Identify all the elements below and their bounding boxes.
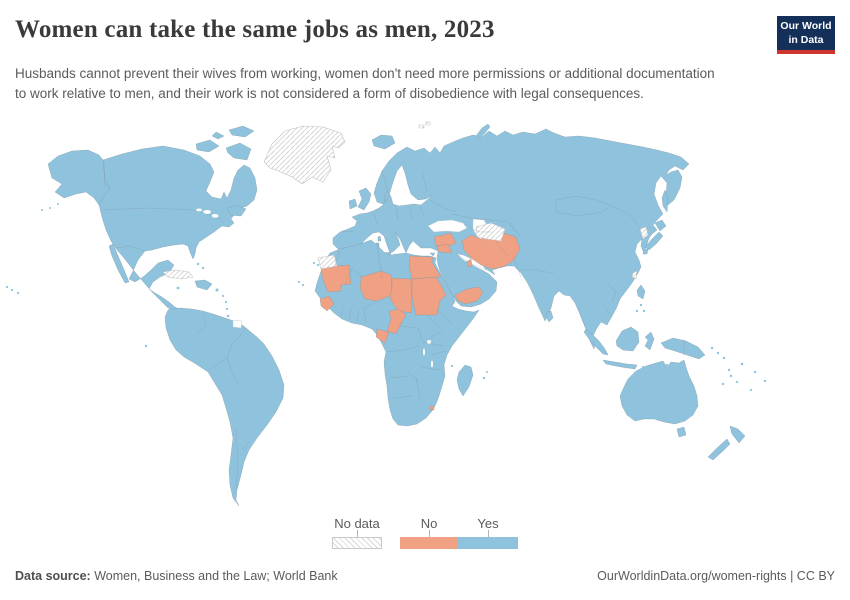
- country-western-sahara: [317, 254, 338, 270]
- country-japan: [654, 219, 667, 232]
- owid-logo-text: Our World in Data: [777, 16, 835, 51]
- country-niger: [359, 270, 393, 302]
- country-syria: [433, 232, 457, 249]
- country-new-guinea: [660, 337, 706, 360]
- footer-link[interactable]: OurWorldinData.org/women-rights | CC BY: [597, 569, 835, 583]
- country-egypt: [408, 255, 442, 280]
- data-source-text: Women, Business and the Law; World Bank: [90, 569, 338, 583]
- legend-tick: [429, 530, 430, 537]
- countries-no[interactable]: [319, 232, 521, 411]
- countries-no-data[interactable]: [162, 121, 649, 280]
- country-philippines: [636, 284, 646, 300]
- legend-swatch-yes[interactable]: [458, 537, 518, 549]
- data-source: Data source: Women, Business and the Law…: [15, 569, 338, 583]
- legend-label-yes: Yes: [477, 516, 499, 531]
- world-map[interactable]: [0, 120, 850, 512]
- region-south-america: [164, 307, 285, 507]
- region-north-america: [98, 145, 258, 318]
- countries-yes[interactable]: [5, 123, 767, 507]
- country-new-zealand: [729, 425, 746, 444]
- country-mauritania: [320, 264, 352, 293]
- country-gabon: [375, 328, 390, 344]
- country-uk: [357, 187, 372, 211]
- chart-subtitle: Husbands cannot prevent their wives from…: [15, 66, 715, 101]
- country-yemen: [454, 286, 484, 305]
- legend-label-no-data: No data: [334, 516, 380, 531]
- country-cameroon: [386, 308, 407, 335]
- region-baja: [108, 243, 130, 284]
- country-jordan: [436, 243, 453, 254]
- black-sea: [427, 219, 468, 233]
- country-indonesia: [583, 328, 609, 356]
- legend-label-no: No: [420, 516, 438, 531]
- country-eswatini: [429, 405, 435, 411]
- legend-tick: [488, 530, 489, 537]
- country-madagascar: [456, 364, 474, 397]
- page-title: Women can take the same jobs as men, 202…: [15, 16, 495, 43]
- owid-logo-redbar: [777, 50, 835, 55]
- legend-swatch-no-data[interactable]: [332, 537, 382, 549]
- country-cuba: [162, 269, 194, 280]
- legend-swatch-no[interactable]: [400, 537, 458, 549]
- country-north-korea: [639, 226, 649, 240]
- country-borders: [102, 161, 685, 491]
- country-taiwan: [631, 270, 638, 280]
- data-source-label: Data source:: [15, 569, 91, 583]
- country-australia: [619, 359, 699, 425]
- legend-tick: [357, 530, 358, 537]
- french-guiana: [232, 319, 243, 329]
- country-greenland: [263, 125, 346, 185]
- country-iceland: [371, 134, 396, 150]
- country-guinea: [319, 295, 335, 312]
- owid-logo[interactable]: Our World in Data: [777, 16, 835, 55]
- country-alaska: [47, 149, 111, 206]
- island-dots: [5, 203, 767, 392]
- country-sudan: [411, 276, 447, 316]
- country-qatar: [467, 258, 473, 268]
